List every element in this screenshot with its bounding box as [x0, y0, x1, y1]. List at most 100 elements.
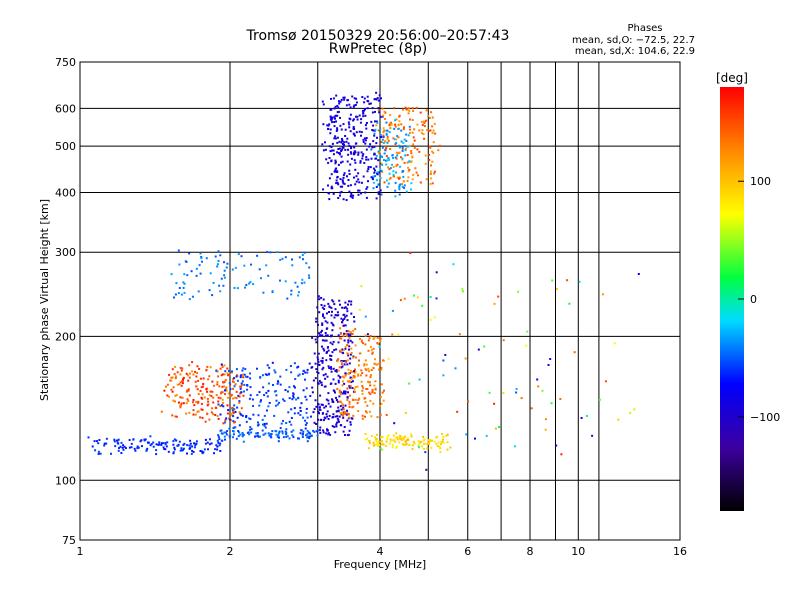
data-point — [364, 142, 367, 145]
data-point — [316, 306, 319, 309]
data-point — [365, 137, 368, 139]
data-point — [175, 439, 178, 442]
data-point — [411, 119, 414, 121]
data-point — [402, 141, 405, 144]
data-point — [338, 395, 341, 398]
data-point — [307, 274, 310, 277]
data-point — [133, 447, 136, 450]
data-point — [369, 346, 372, 348]
data-point — [389, 177, 392, 179]
data-point — [336, 170, 339, 173]
data-point — [201, 393, 204, 396]
data-point — [248, 417, 251, 420]
data-point — [219, 367, 222, 370]
data-point — [330, 306, 333, 309]
data-point — [429, 172, 432, 175]
data-point — [186, 389, 189, 392]
data-point — [223, 435, 226, 438]
data-point — [152, 441, 155, 444]
data-point — [399, 299, 402, 302]
data-point — [440, 440, 443, 443]
data-point — [551, 279, 554, 282]
data-point — [389, 167, 392, 170]
data-point — [246, 388, 249, 391]
data-point — [435, 297, 438, 300]
data-point — [370, 120, 373, 123]
data-point — [392, 170, 395, 173]
data-point — [347, 148, 349, 151]
data-point — [191, 361, 194, 364]
data-point — [241, 369, 244, 372]
series-points — [321, 91, 385, 201]
data-point — [388, 124, 391, 127]
data-point — [422, 133, 425, 136]
data-point — [205, 388, 208, 391]
data-point — [229, 388, 232, 390]
data-point — [189, 372, 191, 375]
data-point — [319, 408, 322, 411]
data-point — [285, 431, 288, 434]
data-point — [327, 349, 330, 352]
data-point — [404, 435, 406, 438]
data-point — [373, 443, 376, 446]
data-point — [302, 430, 305, 433]
data-point — [244, 375, 247, 378]
data-point — [288, 437, 291, 440]
data-point — [191, 401, 194, 404]
data-point — [310, 415, 312, 418]
data-point — [280, 422, 283, 425]
data-point — [438, 144, 441, 147]
data-point — [398, 176, 401, 179]
data-point — [344, 404, 347, 407]
data-point — [336, 151, 339, 154]
data-point — [420, 132, 423, 135]
data-point — [150, 443, 153, 445]
data-point — [430, 111, 433, 114]
data-point — [97, 450, 100, 453]
data-point — [165, 385, 167, 388]
data-point — [301, 436, 304, 438]
data-point — [420, 440, 423, 443]
data-point — [321, 404, 324, 406]
data-point — [354, 356, 357, 359]
data-point — [547, 364, 550, 366]
data-point — [343, 98, 346, 101]
data-point — [389, 114, 392, 116]
data-point — [399, 434, 402, 437]
data-point — [93, 440, 96, 443]
data-point — [360, 369, 363, 372]
data-point — [300, 429, 303, 432]
data-point — [259, 400, 262, 403]
data-point — [308, 362, 311, 365]
data-point — [134, 449, 137, 452]
data-point — [163, 389, 166, 392]
data-point — [122, 448, 125, 451]
data-point — [321, 324, 324, 326]
data-point — [162, 446, 165, 449]
data-point — [182, 447, 185, 450]
data-point — [189, 442, 192, 445]
data-point — [395, 151, 398, 154]
data-point — [363, 109, 365, 112]
data-point — [337, 106, 340, 109]
data-point — [326, 321, 329, 324]
data-point — [239, 387, 242, 390]
data-point — [252, 405, 254, 407]
data-point — [403, 444, 405, 447]
data-point — [353, 176, 355, 179]
data-point — [550, 402, 553, 405]
data-point — [367, 339, 370, 342]
data-point — [228, 373, 231, 376]
data-point — [325, 432, 328, 435]
data-point — [410, 150, 413, 152]
data-point — [329, 405, 332, 408]
data-point — [400, 140, 403, 143]
data-point — [362, 153, 365, 156]
data-point — [273, 390, 276, 393]
data-point — [232, 436, 234, 439]
data-point — [328, 311, 330, 313]
data-point — [378, 111, 381, 114]
data-point — [339, 391, 342, 394]
data-point — [223, 373, 226, 376]
data-point — [467, 400, 470, 403]
